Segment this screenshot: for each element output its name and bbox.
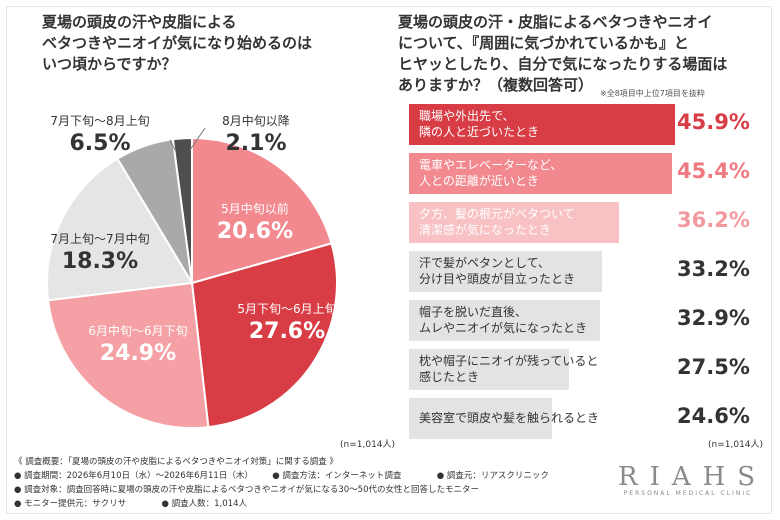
- pie-slice-percent: 20.6%: [216, 219, 294, 244]
- survey-row-1: ● 調査期間：2026年6月10日（水）～2026年6月11日（木） ● 調査方…: [14, 469, 614, 483]
- bar: [409, 349, 569, 390]
- bar: [409, 398, 552, 439]
- pie-slice-name: 7月下旬～8月上旬: [50, 114, 150, 128]
- bar-value-label: 36.2%: [677, 208, 750, 232]
- bar-label-line: 汗で髪がペタンとして、: [419, 256, 551, 270]
- logo-subtitle: PERSONAL MEDICAL CLINIC: [623, 490, 753, 497]
- bar-note: ※全8項目中上位7項目を抜粋: [600, 89, 705, 98]
- survey-target: ● 調査対象：調査回答時に夏場の頭皮の汗や皮脂によるベタつきやニオイが気になる3…: [14, 485, 480, 495]
- survey-provider: ● モニター提供元：サクリサ: [14, 499, 127, 509]
- pie-leader-line: [169, 139, 176, 151]
- bar-label: 枕や帽子にニオイが残っていると 感じたとき: [419, 353, 598, 385]
- bar-label-line: 職場や外出先で、: [419, 109, 515, 123]
- survey-summary: 《 調査概要：「夏場の頭皮の汗や皮脂によるベタつきやニオイ対策」に関する調査 》…: [14, 455, 614, 511]
- pie-slice-label: 5月下旬～6月上旬 27.6%: [227, 300, 347, 344]
- pie-slice-name: 5月中旬以前: [221, 202, 289, 216]
- bar-value-label: 24.6%: [677, 404, 750, 428]
- bar-label-line: 電車やエレベーターなど、: [419, 158, 563, 172]
- pie-slice-percent: 18.3%: [61, 249, 139, 274]
- pie-slice: [46, 157, 194, 302]
- pie-slice-label: 7月下旬～8月上旬 6.5%: [40, 112, 160, 156]
- title-line: 夏場の頭皮の汗・皮脂によるベタつきやニオイ: [398, 13, 713, 31]
- bar-label-line: 人との距離が近いとき: [419, 174, 539, 188]
- pie-slice-label: 7月上旬～7月中旬 18.3%: [40, 230, 160, 274]
- logo-wordmark: RIAHS: [618, 462, 768, 492]
- bar-label-line: 枕や帽子にニオイが残っていると: [419, 354, 599, 368]
- pie-leader-line: [189, 127, 206, 151]
- title-line: について、『周囲に気づかれているかも』と: [398, 34, 689, 52]
- title-line: ベタつきやニオイが気になり始めるのは: [42, 34, 313, 52]
- pie-slice-label: 5月中旬以前 20.6%: [195, 200, 315, 244]
- bar-label-line: 美容室で頭皮や髪を触られるとき: [419, 411, 600, 425]
- pie-slice-name: 6月中旬～6月下旬: [88, 324, 188, 338]
- bar-label: 美容室で頭皮や髪を触られるとき: [419, 410, 599, 426]
- survey-source: ● 調査元：リアスクリニック: [436, 471, 549, 481]
- pie-sample-size: (n=1,014人): [340, 440, 396, 450]
- clinic-logo: RIAHS PERSONAL MEDICAL CLINIC: [618, 462, 758, 497]
- bar-label-line: ムレやニオイが気になったとき: [419, 321, 588, 335]
- bar: [409, 300, 600, 341]
- pie-slice-label: 6月中旬～6月下旬 24.9%: [78, 322, 198, 366]
- pie-slice: [191, 136, 333, 285]
- pie-slice-name: 5月下旬～6月上旬: [237, 302, 337, 316]
- survey-count: ● 調査人数：1,014人: [161, 499, 247, 509]
- survey-row-3: ● モニター提供元：サクリサ ● 調査人数：1,014人: [14, 497, 614, 511]
- bar-label-line: 夕方、髪の根元がベタついて: [419, 207, 575, 221]
- pie-slice: [46, 281, 210, 429]
- title-line: ありますか？（複数回答可）: [398, 76, 594, 94]
- title-line: 夏場の頭皮の汗や皮脂による: [42, 13, 237, 31]
- bar-value-label: 45.4%: [677, 159, 750, 183]
- pie-slice-percent: 2.1%: [225, 131, 287, 156]
- pie-slice-name: 7月上旬～7月中旬: [50, 232, 150, 246]
- bar: [409, 202, 619, 243]
- bar-value-label: 27.5%: [677, 355, 750, 379]
- bar-label-line: 隣の人と近づいたとき: [419, 125, 540, 139]
- bar-row: 電車やエレベーターなど、 人との距離が近いとき 45.4%: [409, 153, 769, 194]
- bar: [409, 153, 673, 194]
- bar-value-label: 33.2%: [677, 257, 750, 281]
- pie-question-title: 夏場の頭皮の汗や皮脂によるベタつきやニオイが気になり始めるのは いつ頃からですか？: [42, 12, 372, 75]
- bar-label: 夕方、髪の根元がベタついて 清潔感が気になったとき: [419, 206, 575, 238]
- bar-label-line: 帽子を脱いだ直後、: [419, 305, 528, 319]
- bar-label: 電車やエレベーターなど、 人との距離が近いとき: [419, 157, 562, 189]
- bar-row: 美容室で頭皮や髪を触られるとき 24.6%: [409, 398, 769, 439]
- pie-slice: [190, 242, 338, 429]
- bar-label: 職場や外出先で、隣の人と近づいたとき: [419, 108, 539, 140]
- bar-label-line: 分け目や頭皮が目立ったとき: [419, 272, 576, 286]
- survey-title: 《 調査概要：「夏場の頭皮の汗や皮脂によるベタつきやニオイ対策」に関する調査 》: [14, 457, 338, 467]
- pie-slice-name: 8月中旬以降: [222, 114, 290, 128]
- pie-slice-label: 8月中旬以降 2.1%: [196, 112, 316, 156]
- bar-row: 汗で髪がペタンとして、分け目や頭皮が目立ったとき 33.2%: [409, 251, 769, 292]
- survey-method: ● 調査方法：インターネット調査: [272, 471, 402, 481]
- bar: [409, 104, 676, 145]
- pie-slice-percent: 27.6%: [248, 319, 326, 344]
- survey-period: ● 調査期間：2026年6月10日（水）～2026年6月11日（木）: [14, 471, 253, 481]
- bar-row: 枕や帽子にニオイが残っていると 感じたとき 27.5%: [409, 349, 769, 390]
- bar-value-label: 45.9%: [677, 110, 750, 134]
- bar-label-line: 感じたとき: [419, 370, 480, 384]
- bar-row: 帽子を脱いだ直後、ムレやニオイが気になったとき 32.9%: [409, 300, 769, 341]
- bar-label: 汗で髪がペタンとして、分け目や頭皮が目立ったとき: [419, 255, 575, 287]
- bar: [409, 251, 602, 292]
- bar-label: 帽子を脱いだ直後、ムレやニオイが気になったとき: [419, 304, 587, 336]
- bar-chart: 職場や外出先で、隣の人と近づいたとき 45.9% 電車やエレベーターなど、 人との距離…: [409, 104, 769, 446]
- bar-question-title: 夏場の頭皮の汗・皮脂によるベタつきやニオイ について、『周囲に気づかれているかも』…: [398, 12, 768, 96]
- pie-slice-percent: 6.5%: [69, 131, 131, 156]
- bar-label-line: 清潔感が気になったとき: [419, 223, 552, 237]
- bar-row: 職場や外出先で、隣の人と近づいたとき 45.9%: [409, 104, 769, 145]
- pie-slice-percent: 24.9%: [99, 341, 177, 366]
- bar-sample-size: (n=1,014人): [708, 440, 764, 450]
- title-line: いつ頃からですか？: [42, 55, 177, 73]
- bar-row: 夕方、髪の根元がベタついて 清潔感が気になったとき 36.2%: [409, 202, 769, 243]
- title-line: ヒヤッとしたり、自分で気になったりする場面は: [398, 55, 728, 73]
- bar-value-label: 32.9%: [677, 306, 750, 330]
- pie-slice: [171, 136, 193, 284]
